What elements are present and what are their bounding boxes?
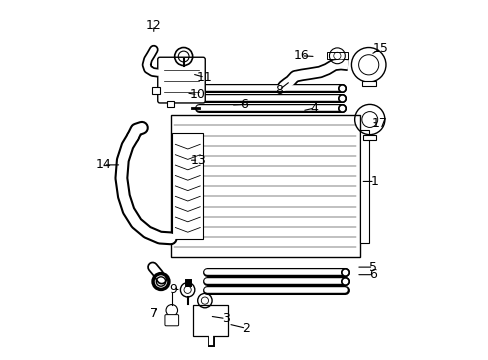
Bar [326,52,347,59]
Text: 7: 7 [149,307,158,320]
Text: 5: 5 [368,261,377,274]
Text: 6: 6 [240,98,248,111]
Text: 9: 9 [169,283,177,296]
Text: 10: 10 [189,88,205,101]
Bar [361,81,375,86]
Text: 14: 14 [95,158,111,171]
Bar [152,87,160,94]
Text: 3: 3 [222,312,229,325]
Text: 4: 4 [310,102,318,114]
Text: 1: 1 [370,175,378,188]
Bar [359,130,368,243]
Text: 11: 11 [197,71,212,84]
Text: 12: 12 [145,19,162,32]
Text: 6: 6 [369,268,377,281]
Text: 16: 16 [293,49,308,62]
Text: 17: 17 [371,117,386,130]
FancyBboxPatch shape [158,57,205,103]
Text: 2: 2 [242,322,250,335]
Text: 8: 8 [274,84,283,96]
Bar [363,135,375,140]
Bar [193,305,227,336]
Text: 13: 13 [190,154,206,167]
Bar [167,101,174,107]
Bar [170,115,359,257]
FancyBboxPatch shape [164,315,178,326]
Text: 15: 15 [372,42,388,55]
Bar [172,133,203,239]
